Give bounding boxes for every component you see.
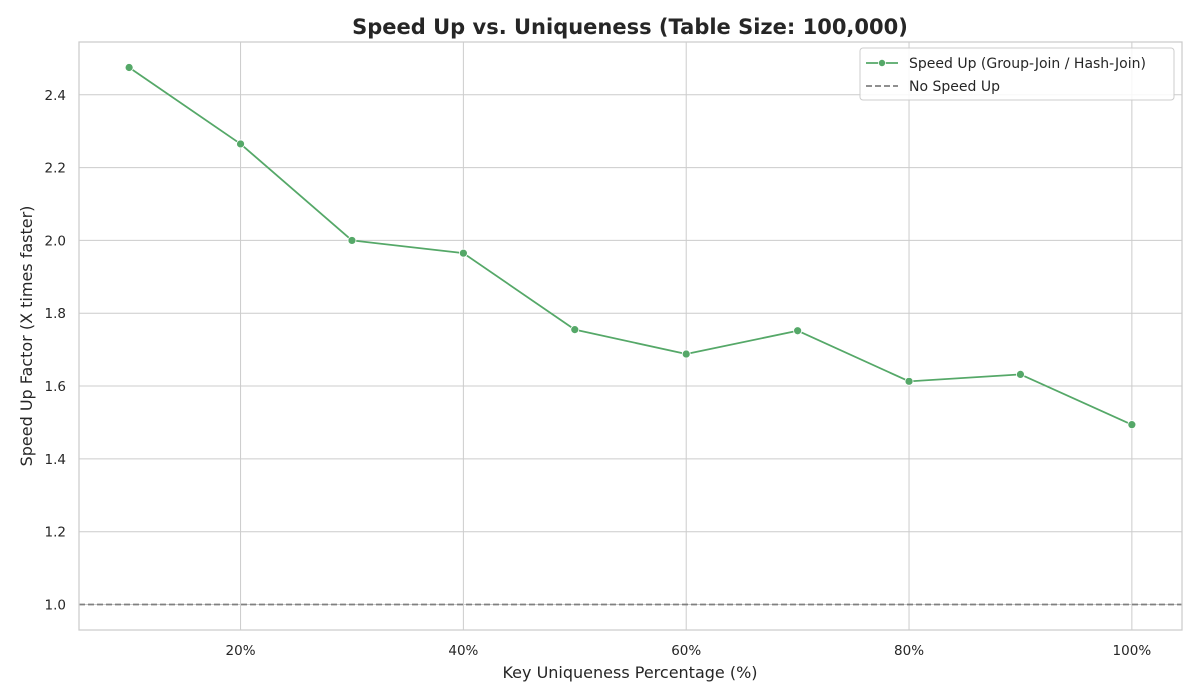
legend: Speed Up (Group-Join / Hash-Join) No Spe… [859,47,1175,101]
y-tick-label: 1.0 [45,598,66,614]
y-tick-label: 2.2 [45,161,66,177]
x-tick-labels: 20% 40% 60% 80% 100% [226,643,1152,659]
legend-reference-label: No Speed Up [909,79,1000,95]
data-point [236,139,245,149]
x-tick-label: 60% [671,643,701,659]
y-tick-label: 1.4 [45,452,66,468]
x-tick-label: 80% [894,643,924,659]
grid [79,42,1182,630]
chart-title: Speed Up vs. Uniqueness (Table Size: 100… [352,15,908,39]
data-point [681,349,691,359]
x-tick-label: 40% [448,643,478,659]
y-tick-label: 2.0 [45,233,66,249]
legend-box [859,47,1175,101]
data-point [793,326,803,336]
legend-series-label: Speed Up (Group-Join / Hash-Join) [909,56,1146,72]
data-point [1127,420,1137,430]
data-point [124,63,134,72]
x-axis-label: Key Uniqueness Percentage (%) [502,663,757,682]
data-point [458,248,468,258]
plot-frame [78,41,1183,631]
legend-series-marker [878,59,887,68]
x-tick-label: 20% [226,643,256,659]
speed-up-series-line [128,66,1133,426]
x-tick-label: 100% [1113,643,1152,659]
y-axis-label: Speed Up Factor (X times faster) [17,206,36,467]
y-tick-labels: 1.0 1.2 1.4 1.6 1.8 2.0 2.2 2.4 [45,88,66,614]
data-point [347,236,357,245]
y-tick-label: 2.4 [45,88,66,104]
y-tick-label: 1.2 [45,525,66,541]
data-point [904,376,914,386]
series-group [124,63,1137,430]
y-tick-label: 1.8 [45,306,66,322]
y-tick-label: 1.6 [45,379,66,395]
data-point [1016,370,1025,379]
data-point [570,325,580,335]
